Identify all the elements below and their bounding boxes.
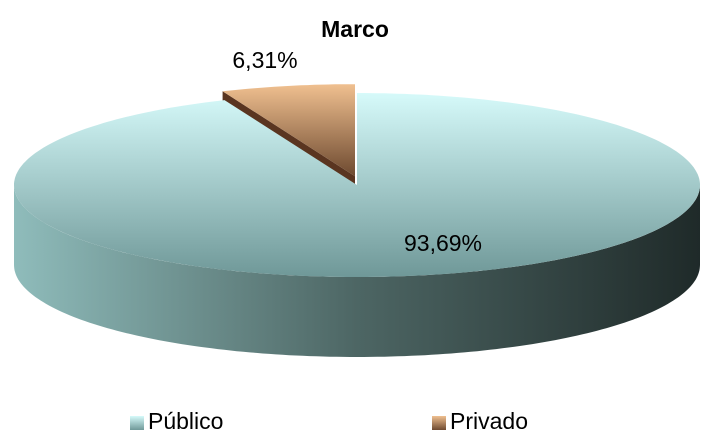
chart-title: Marco <box>321 16 389 42</box>
slice <box>14 93 700 277</box>
legend-swatch <box>130 416 144 430</box>
legend-label: Privado <box>450 408 528 434</box>
data-label: 93,69% <box>404 230 482 256</box>
slice-side <box>14 185 700 357</box>
slice <box>222 84 355 177</box>
legend-label: Público <box>148 408 223 434</box>
data-label: 6,31% <box>232 47 297 73</box>
legend-swatch <box>432 416 446 430</box>
